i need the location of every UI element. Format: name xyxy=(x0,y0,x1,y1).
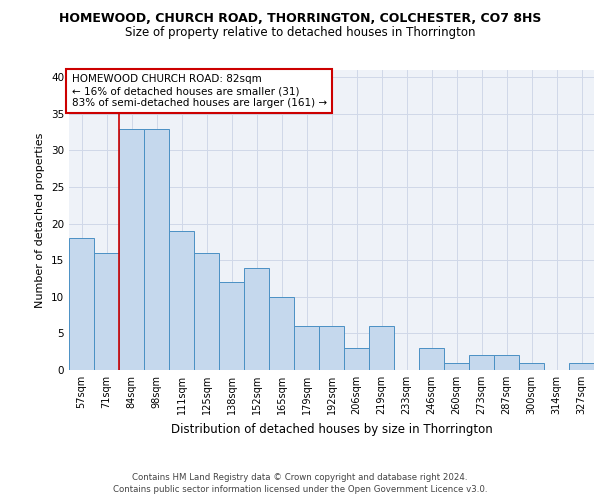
Bar xyxy=(344,348,369,370)
Bar xyxy=(169,231,194,370)
Text: HOMEWOOD CHURCH ROAD: 82sqm
← 16% of detached houses are smaller (31)
83% of sem: HOMEWOOD CHURCH ROAD: 82sqm ← 16% of det… xyxy=(71,74,327,108)
Bar xyxy=(69,238,94,370)
Bar xyxy=(144,128,169,370)
Bar xyxy=(494,356,519,370)
Bar xyxy=(569,362,594,370)
Bar xyxy=(369,326,394,370)
Bar xyxy=(119,128,144,370)
Bar xyxy=(194,253,219,370)
Text: Size of property relative to detached houses in Thorrington: Size of property relative to detached ho… xyxy=(125,26,475,39)
Bar xyxy=(319,326,344,370)
Bar xyxy=(519,362,544,370)
Bar xyxy=(269,297,294,370)
Bar xyxy=(94,253,119,370)
Bar xyxy=(294,326,319,370)
Text: Contains HM Land Registry data © Crown copyright and database right 2024.: Contains HM Land Registry data © Crown c… xyxy=(132,472,468,482)
Bar xyxy=(419,348,444,370)
Bar xyxy=(244,268,269,370)
Text: HOMEWOOD, CHURCH ROAD, THORRINGTON, COLCHESTER, CO7 8HS: HOMEWOOD, CHURCH ROAD, THORRINGTON, COLC… xyxy=(59,12,541,26)
Bar xyxy=(444,362,469,370)
Text: Contains public sector information licensed under the Open Government Licence v3: Contains public sector information licen… xyxy=(113,485,487,494)
Bar xyxy=(219,282,244,370)
X-axis label: Distribution of detached houses by size in Thorrington: Distribution of detached houses by size … xyxy=(170,422,493,436)
Y-axis label: Number of detached properties: Number of detached properties xyxy=(35,132,46,308)
Bar xyxy=(469,356,494,370)
